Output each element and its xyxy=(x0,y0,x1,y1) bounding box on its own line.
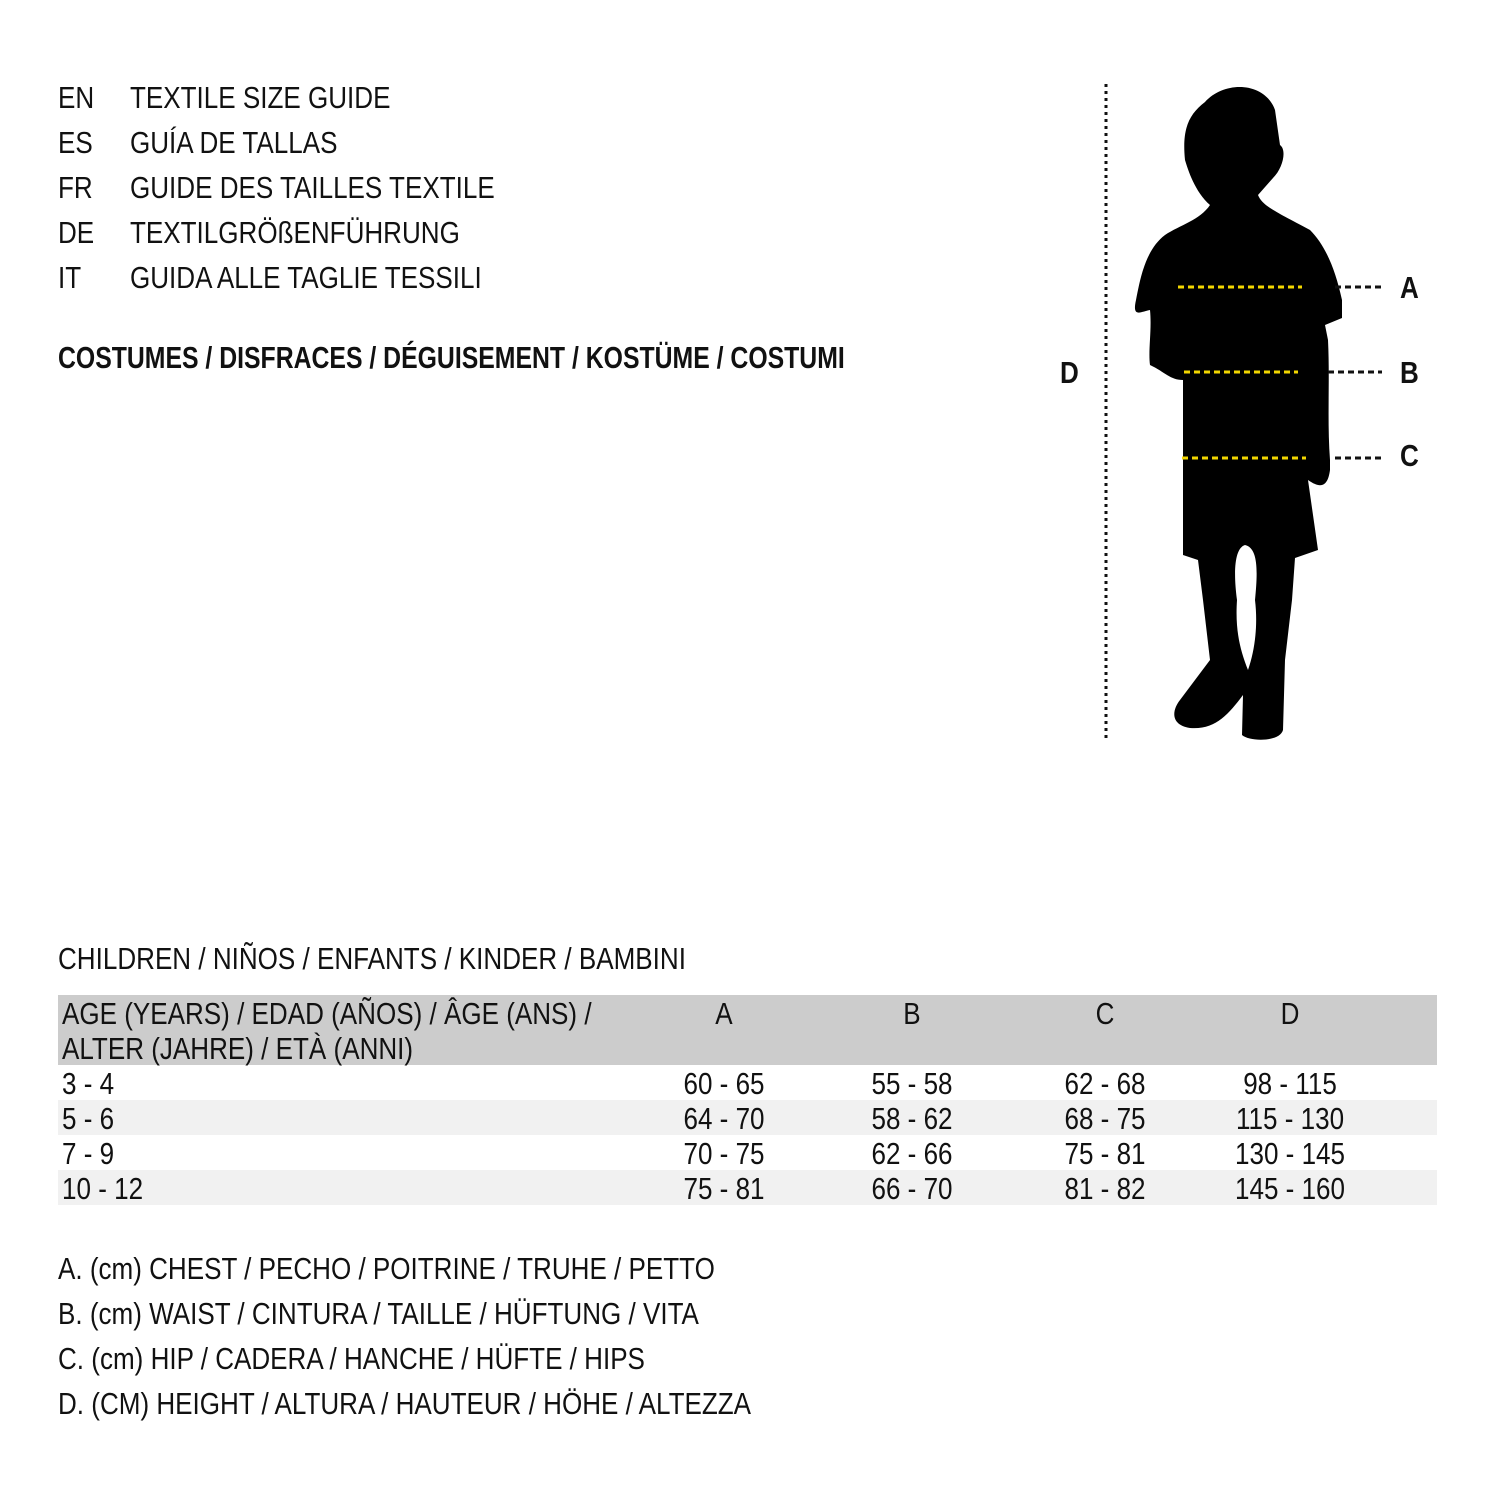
label-a: A xyxy=(1400,270,1419,305)
guide-title: TEXTILE SIZE GUIDE xyxy=(130,80,391,115)
cell-b: 58 - 62 xyxy=(871,1101,953,1136)
cell-age: 7 - 9 xyxy=(62,1136,115,1171)
cell-c: 62 - 68 xyxy=(1064,1066,1146,1101)
header-a: A xyxy=(715,996,733,1031)
lang-code: ES xyxy=(58,125,93,160)
lang-code: EN xyxy=(58,80,95,115)
table-row-stripe xyxy=(58,1170,1437,1205)
cell-b: 66 - 70 xyxy=(871,1171,953,1206)
guide-title: TEXTILGRÖßENFÜHRUNG xyxy=(130,215,460,250)
cell-d: 145 - 160 xyxy=(1234,1171,1346,1206)
cell-a: 64 - 70 xyxy=(683,1101,765,1136)
cell-a: 60 - 65 xyxy=(683,1066,765,1101)
label-d: D xyxy=(1060,355,1079,390)
category-heading: COSTUMES / DISFRACES / DÉGUISEMENT / KOS… xyxy=(58,340,845,375)
cell-c: 81 - 82 xyxy=(1064,1171,1146,1206)
legend-item: A. (cm) CHEST / PECHO / POITRINE / TRUHE… xyxy=(58,1251,715,1286)
cell-b: 62 - 66 xyxy=(871,1136,953,1171)
guide-title: GUIDA ALLE TAGLIE TESSILI xyxy=(130,260,482,295)
cell-age: 10 - 12 xyxy=(62,1171,144,1206)
cell-age: 3 - 4 xyxy=(62,1066,115,1101)
label-c: C xyxy=(1400,438,1419,473)
measure-lines xyxy=(1178,285,1382,460)
legend-item: B. (cm) WAIST / CINTURA / TAILLE / HÜFTU… xyxy=(58,1296,699,1331)
child-silhouette xyxy=(1134,87,1342,740)
table-row-stripe xyxy=(58,1100,1437,1135)
lang-code: FR xyxy=(58,170,93,205)
guide-title: GUÍA DE TALLAS xyxy=(130,125,338,160)
cell-a: 70 - 75 xyxy=(683,1136,765,1171)
header-b: B xyxy=(903,996,921,1031)
header-d: D xyxy=(1280,996,1300,1031)
cell-b: 55 - 58 xyxy=(871,1066,953,1101)
cell-d: 98 - 115 xyxy=(1243,1066,1337,1101)
header-c: C xyxy=(1095,996,1115,1031)
legend-item: C. (cm) HIP / CADERA / HANCHE / HÜFTE / … xyxy=(58,1341,645,1376)
lang-code: DE xyxy=(58,215,95,250)
table-caption: CHILDREN / NIÑOS / ENFANTS / KINDER / BA… xyxy=(58,941,686,976)
guide-title: GUIDE DES TAILLES TEXTILE xyxy=(130,170,495,205)
label-b: B xyxy=(1400,355,1419,390)
cell-d: 130 - 145 xyxy=(1234,1136,1346,1171)
cell-c: 75 - 81 xyxy=(1064,1136,1146,1171)
cell-d: 115 - 130 xyxy=(1235,1101,1345,1136)
table-header xyxy=(58,995,1437,1065)
lang-code: IT xyxy=(58,260,82,295)
cell-c: 68 - 75 xyxy=(1064,1101,1146,1136)
header-age: AGE (YEARS) / EDAD (AÑOS) / ÂGE (ANS) / xyxy=(62,996,592,1031)
legend-item: D. (CM) HEIGHT / ALTURA / HAUTEUR / HÖHE… xyxy=(58,1386,752,1421)
cell-age: 5 - 6 xyxy=(62,1101,115,1136)
cell-a: 75 - 81 xyxy=(683,1171,765,1206)
header-age: ALTER (JAHRE) / ETÀ (ANNI) xyxy=(62,1031,414,1066)
